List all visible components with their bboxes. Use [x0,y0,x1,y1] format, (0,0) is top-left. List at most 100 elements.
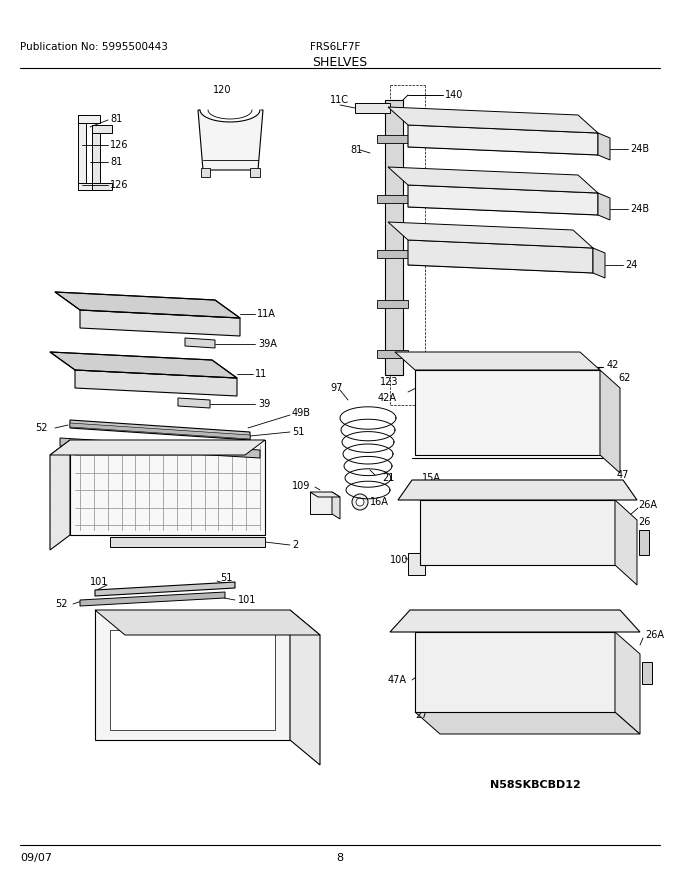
Text: 8: 8 [337,853,343,863]
Polygon shape [110,630,275,730]
Text: 2: 2 [292,540,299,550]
Polygon shape [332,492,340,519]
Polygon shape [642,662,652,684]
Polygon shape [388,167,598,193]
Polygon shape [598,133,610,160]
Polygon shape [385,100,403,375]
Text: 11: 11 [255,369,267,379]
Text: 11C: 11C [330,95,349,105]
Polygon shape [250,168,260,177]
Polygon shape [377,195,408,203]
Polygon shape [415,632,615,712]
Polygon shape [50,440,70,550]
Text: 49: 49 [300,655,312,665]
Polygon shape [310,492,340,497]
Polygon shape [92,183,112,190]
Text: 11A: 11A [257,309,276,319]
Text: 24B: 24B [630,144,649,154]
Polygon shape [78,115,100,123]
Polygon shape [377,250,408,258]
Text: 16A: 16A [370,497,389,507]
Polygon shape [600,370,620,473]
Text: 52: 52 [55,599,67,609]
Text: 123: 123 [380,377,398,387]
Text: 51: 51 [292,427,305,437]
Text: 62: 62 [618,373,630,383]
Text: 26A: 26A [638,500,657,510]
Polygon shape [50,352,237,378]
Text: 26A: 26A [645,630,664,640]
Text: 39A: 39A [258,339,277,349]
Polygon shape [70,440,265,535]
Polygon shape [78,183,100,190]
Text: 52: 52 [35,423,48,433]
Text: 42: 42 [607,360,619,370]
Polygon shape [75,370,237,396]
Polygon shape [415,712,640,734]
Circle shape [80,138,84,142]
Text: 27: 27 [415,710,428,720]
Polygon shape [60,438,260,458]
Text: SHELVES: SHELVES [312,55,368,69]
Polygon shape [395,352,600,370]
Polygon shape [355,103,390,113]
Polygon shape [78,115,86,190]
Polygon shape [398,480,637,500]
Text: 39: 39 [258,399,270,409]
Text: 47A: 47A [388,675,407,685]
Text: 81: 81 [110,157,122,167]
Polygon shape [92,125,100,190]
Polygon shape [55,292,240,318]
Polygon shape [95,582,235,596]
Text: FRS6LF7F: FRS6LF7F [310,42,360,52]
Text: 126: 126 [110,140,129,150]
Polygon shape [388,222,593,248]
Polygon shape [110,537,265,547]
Polygon shape [408,240,593,273]
Polygon shape [390,610,640,632]
Polygon shape [639,530,649,555]
Polygon shape [50,440,265,455]
Polygon shape [408,553,425,575]
Polygon shape [377,350,408,358]
Polygon shape [388,107,598,133]
Text: 47: 47 [617,470,630,480]
Polygon shape [408,185,598,215]
Text: 140: 140 [445,90,463,100]
Text: 25: 25 [618,487,630,497]
Text: 100: 100 [390,555,409,565]
Text: 24: 24 [625,260,637,270]
Circle shape [356,498,364,506]
Text: 126: 126 [110,180,129,190]
Text: 25A: 25A [435,690,454,700]
Text: N58SKBCBD12: N58SKBCBD12 [490,780,581,790]
Text: 81: 81 [350,145,362,155]
Polygon shape [598,193,610,220]
Polygon shape [198,110,263,170]
Polygon shape [615,500,637,585]
Text: 97: 97 [330,383,342,393]
Text: 51: 51 [220,573,233,583]
Polygon shape [377,135,408,143]
Circle shape [80,163,84,167]
Text: 109: 109 [292,481,310,491]
Polygon shape [593,248,605,278]
Polygon shape [377,300,408,308]
Polygon shape [408,125,598,155]
Polygon shape [178,398,210,408]
Polygon shape [70,420,250,440]
Text: 09/07: 09/07 [20,853,52,863]
Text: 24B: 24B [630,204,649,214]
Polygon shape [615,632,640,734]
Polygon shape [310,492,332,514]
Polygon shape [95,610,290,740]
Text: 26: 26 [638,517,650,527]
Polygon shape [420,500,615,565]
Polygon shape [92,125,112,133]
Polygon shape [290,610,320,765]
Text: 42A: 42A [378,393,397,403]
Text: 101: 101 [238,595,256,605]
Polygon shape [415,370,600,455]
Text: 49B: 49B [292,408,311,418]
Text: 120: 120 [213,85,231,95]
